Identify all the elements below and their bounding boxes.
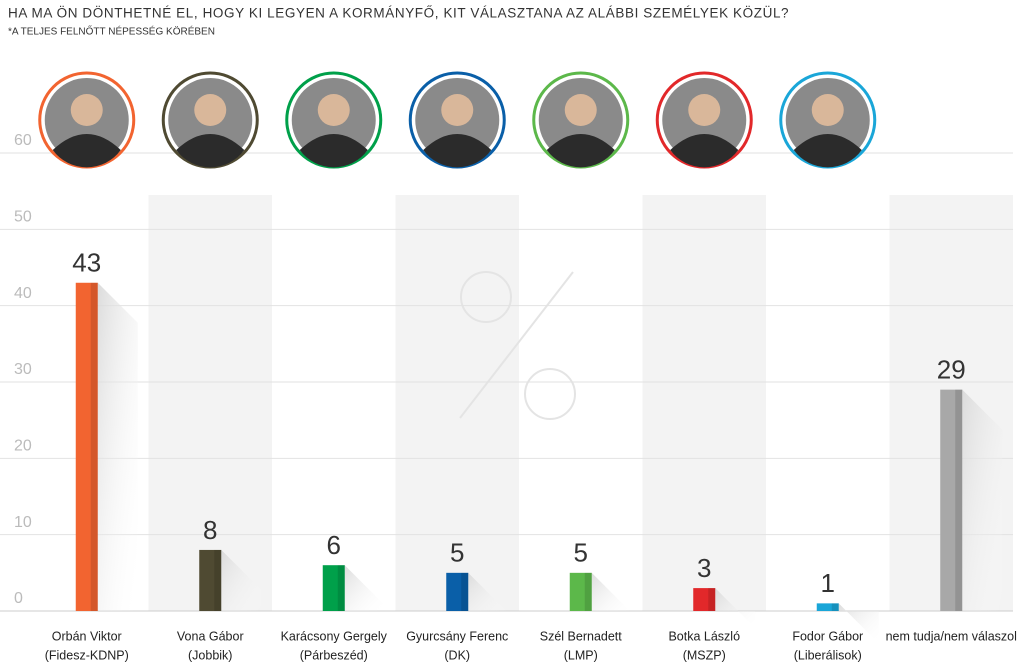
x-tick-label: Vona Gábor: [177, 629, 244, 643]
x-tick-label: Szél Bernadett: [540, 629, 623, 643]
x-tick-label: Orbán Viktor: [52, 629, 122, 643]
value-label: 5: [450, 538, 464, 568]
chart-subtitle: *A TELJES FELNŐTT NÉPESSÉG KÖRÉBEN: [8, 24, 215, 38]
x-tick-label: Fodor Gábor: [792, 629, 863, 643]
portrait-head: [564, 94, 597, 126]
bar: [940, 389, 963, 611]
y-tick-label: 0: [14, 590, 23, 607]
portrait-head: [441, 94, 474, 126]
y-tick-label: 10: [14, 514, 32, 531]
column-background: [148, 195, 272, 611]
y-tick-label: 40: [14, 285, 32, 302]
x-tick-label: Karácsony Gergely: [281, 629, 388, 643]
bar-highlight: [584, 572, 592, 611]
value-label: 1: [821, 568, 835, 598]
bar-shadow: [715, 588, 756, 629]
portrait-body: [546, 134, 615, 168]
backgrounds: [148, 195, 1013, 611]
y-tick-label: 30: [14, 361, 32, 378]
bar: [693, 588, 716, 611]
bar-shadow: [221, 549, 262, 611]
bar-highlight: [337, 565, 345, 611]
bar-shadow: [591, 572, 632, 613]
value-label: 8: [203, 515, 217, 545]
value-label: 29: [937, 355, 966, 385]
value-label: 3: [697, 553, 711, 583]
x-tick-label: (Fidesz-KDNP): [45, 648, 129, 662]
portrait-head: [811, 94, 844, 126]
x-tick-label: (Párbeszéd): [300, 648, 368, 662]
portrait-body: [176, 134, 245, 168]
value-label: 43: [72, 248, 101, 278]
bar-highlight: [90, 282, 98, 611]
portrait-body: [670, 134, 739, 168]
x-tick-label: Botka László: [668, 629, 740, 643]
portrait-body: [52, 134, 121, 168]
column-background: [642, 195, 766, 611]
bar-highlight: [831, 603, 839, 611]
value-label: 5: [574, 538, 588, 568]
column-background: [395, 195, 519, 611]
portrait-head: [688, 94, 721, 126]
portrait-head: [194, 94, 227, 126]
bar-shadow: [344, 565, 385, 611]
x-tick-label: (MSZP): [683, 648, 726, 662]
portrait-body: [423, 134, 492, 168]
bar-shadow: [468, 572, 509, 613]
x-tick-label: (Jobbik): [188, 648, 232, 662]
x-tick-label: nem tudja/nem válaszol: [886, 629, 1017, 643]
x-tick-label: Gyurcsány Ferenc: [406, 629, 508, 643]
bar: [569, 572, 592, 611]
y-tick-label: 60: [14, 132, 32, 149]
bar-highlight: [955, 389, 963, 611]
bar-highlight: [461, 572, 469, 611]
bar: [75, 282, 98, 611]
bar-highlight: [214, 549, 222, 611]
x-tick-label: (DK): [444, 648, 470, 662]
bar: [322, 565, 345, 611]
bar: [446, 572, 469, 611]
value-label: 6: [327, 530, 341, 560]
percent-watermark: [459, 271, 576, 420]
bar-shadow: [97, 282, 138, 611]
y-tick-label: 50: [14, 209, 32, 226]
bar-shadow: [962, 389, 1003, 611]
chart-title: HA MA ÖN DÖNTHETNÉ EL, HOGY KI LEGYEN A …: [8, 6, 789, 21]
bar-shadow: [838, 603, 879, 644]
bar: [816, 603, 839, 611]
y-tick-label: 20: [14, 438, 32, 455]
portrait-body: [299, 134, 368, 168]
x-tick-label: (LMP): [564, 648, 598, 662]
bar-highlight: [708, 588, 716, 611]
x-tick-label: (Liberálisok): [794, 648, 862, 662]
portrait-body: [793, 134, 862, 168]
portrait-head: [70, 94, 103, 126]
bar: [199, 549, 222, 611]
portrait-head: [317, 94, 350, 126]
